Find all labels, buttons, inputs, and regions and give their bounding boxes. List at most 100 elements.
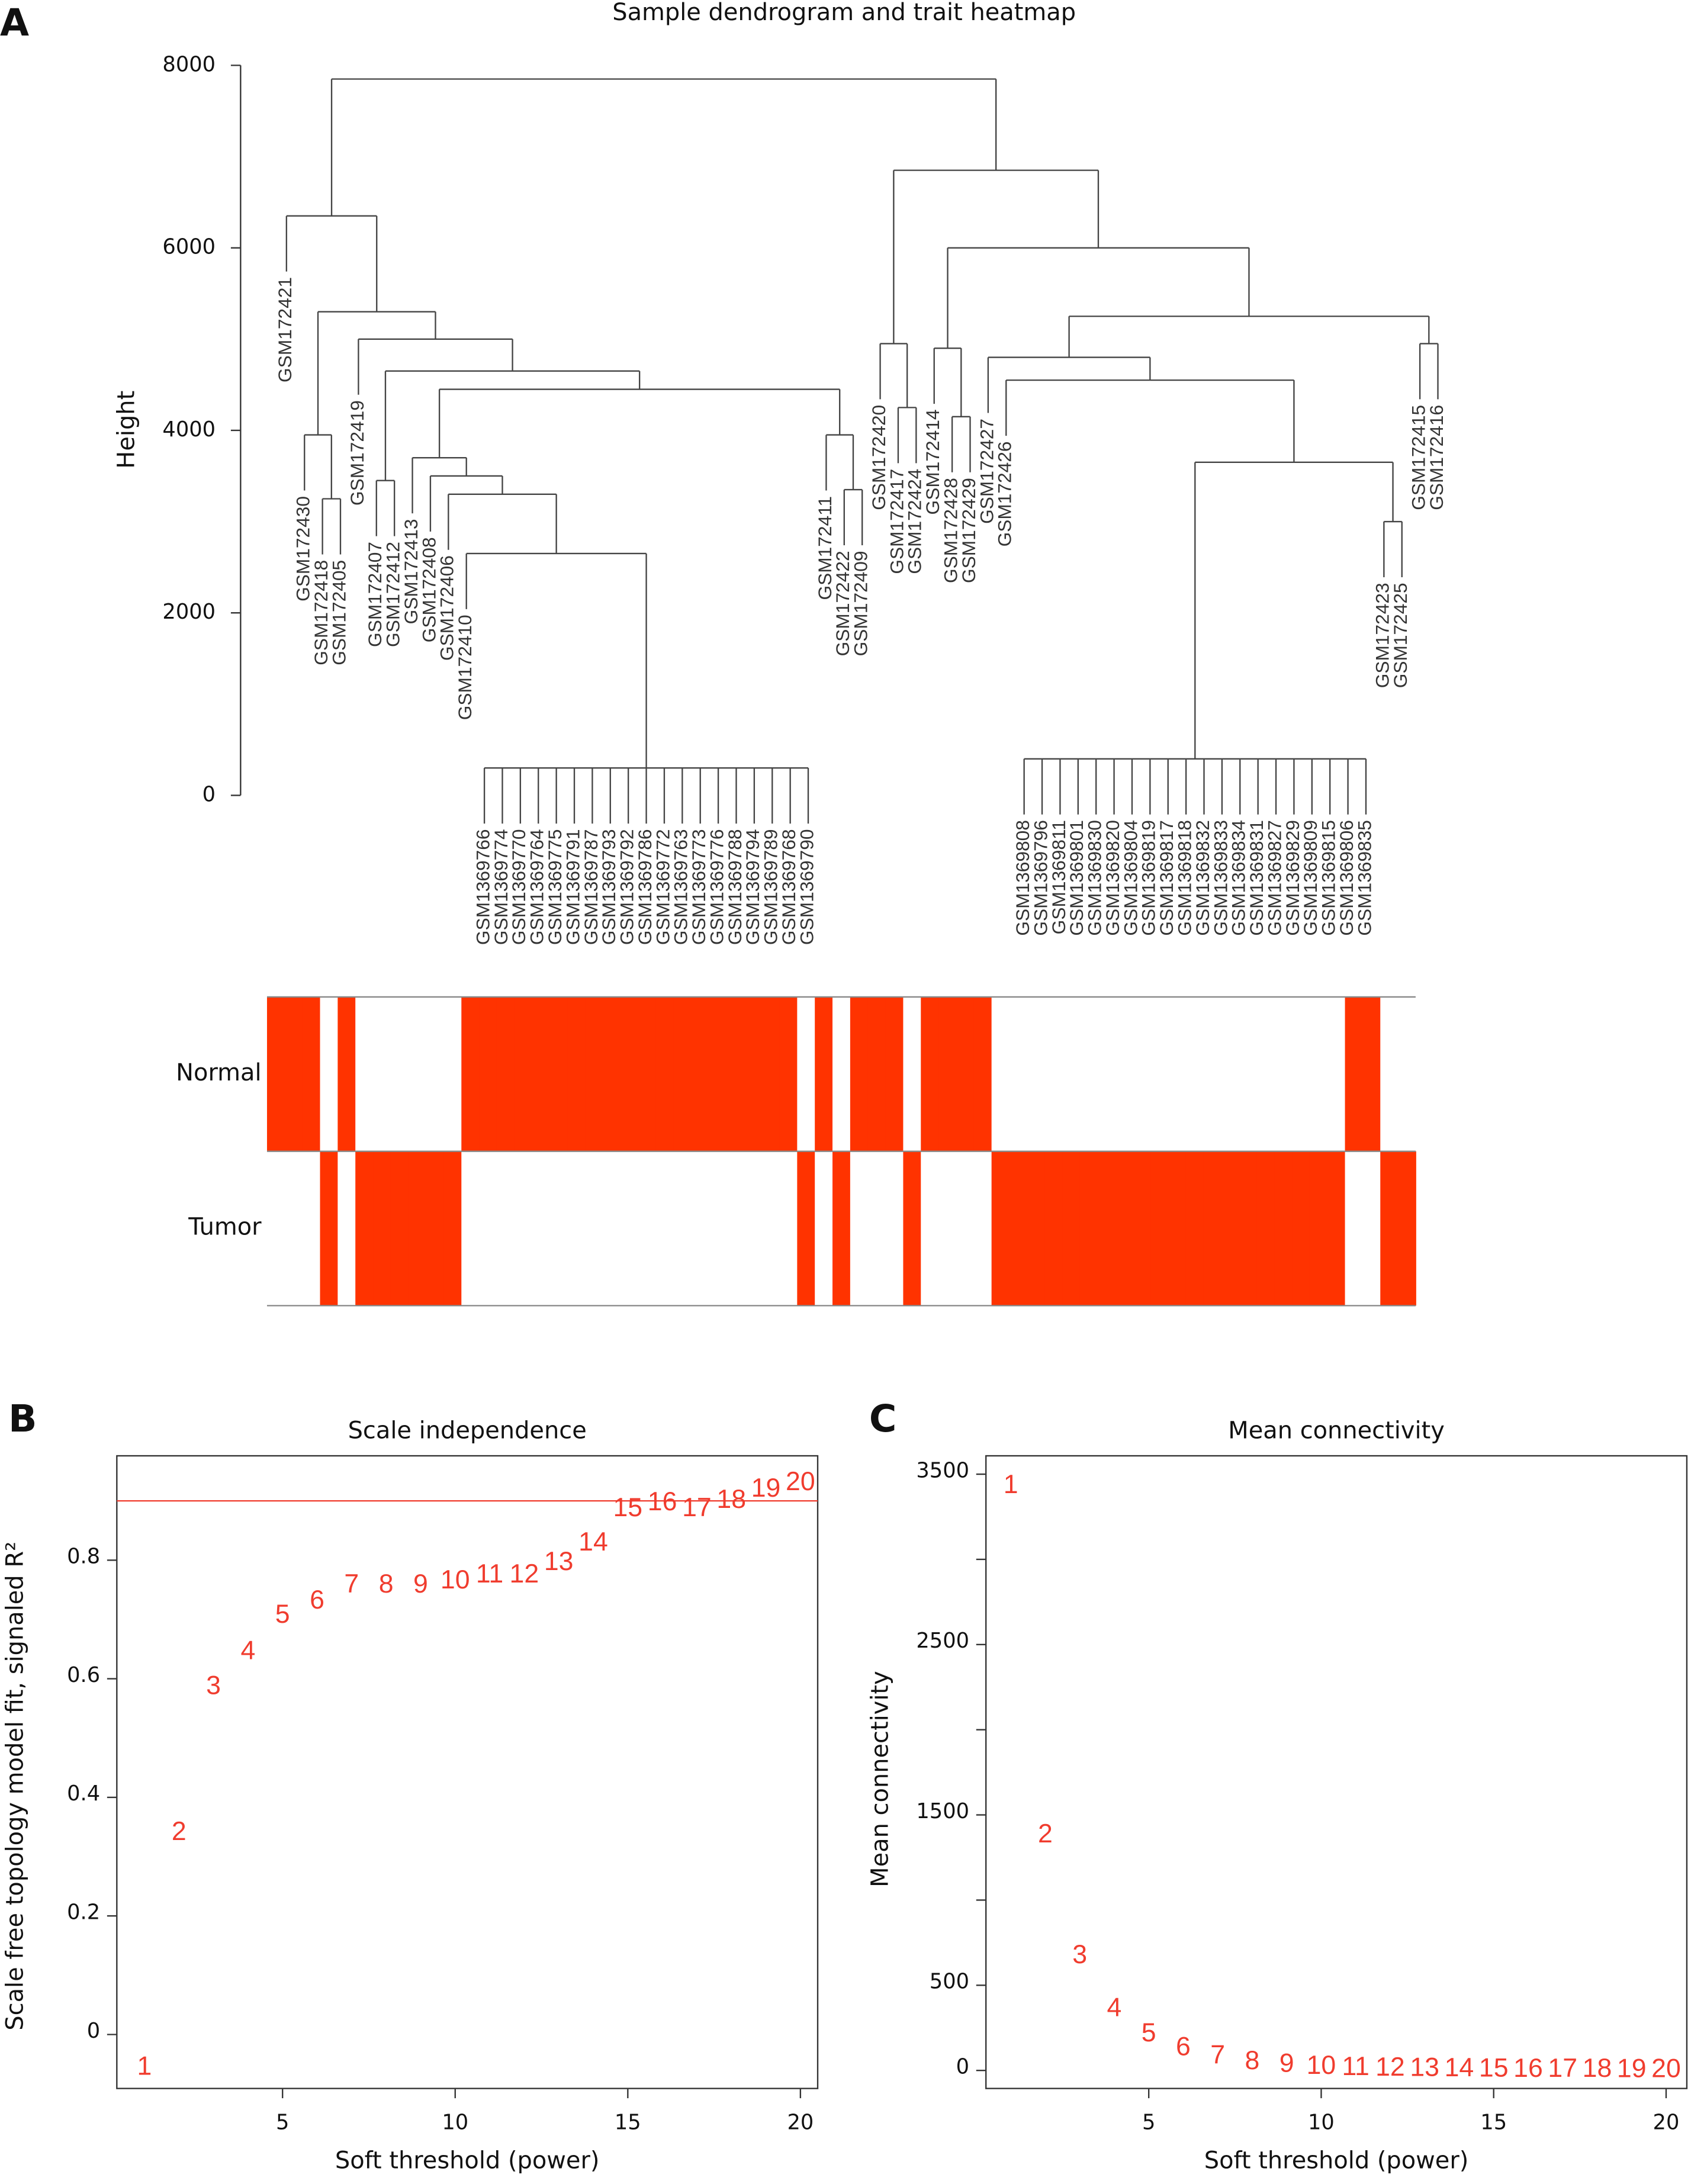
heatmap-cell <box>408 996 427 1151</box>
leaf-label: GSM1369786 <box>634 829 655 945</box>
leaf-label: GSM1369763 <box>670 829 692 945</box>
leaf-label: GSM172428 <box>940 478 961 583</box>
leaf-label: GSM1369796 <box>1030 820 1051 936</box>
point-label: 20 <box>1651 2054 1681 2083</box>
point-label: 14 <box>1445 2053 1474 2082</box>
leaf-label: GSM1369764 <box>526 829 548 945</box>
heatmap-cell <box>443 996 462 1151</box>
leaf-label: GSM172414 <box>922 410 943 515</box>
y-tick-label: 0 <box>202 782 216 806</box>
heatmap-cell <box>921 996 940 1151</box>
leaf-label: GSM172410 <box>454 615 475 720</box>
leaf-label: GSM172406 <box>436 555 458 661</box>
x-tick-label: 20 <box>1653 2110 1680 2134</box>
leaf-label: GSM1369775 <box>544 829 565 945</box>
point-label: 6 <box>310 1585 324 1614</box>
heatmap-cell <box>1044 1151 1063 1306</box>
leaf-label: GSM1369834 <box>1228 820 1249 936</box>
leaf-label: GSM172407 <box>364 542 385 647</box>
panel-letter: C <box>869 1397 897 1440</box>
heatmap-cell <box>1398 1151 1416 1306</box>
heatmap-cell <box>1203 996 1222 1151</box>
x-tick-label: 15 <box>615 2110 641 2134</box>
heatmap-cell <box>1256 1151 1275 1306</box>
heatmap-cell <box>1027 1151 1046 1306</box>
heatmap-cell <box>461 1151 480 1306</box>
leaf-label: GSM172426 <box>994 441 1015 546</box>
point-label: 9 <box>1279 2048 1294 2077</box>
leaf-label: GSM172419 <box>346 400 368 506</box>
heatmap-cell <box>1362 1151 1381 1306</box>
leaf-label: GSM1369793 <box>598 829 619 945</box>
heatmap-cell <box>956 1151 975 1306</box>
point-label: 1 <box>1004 1470 1018 1499</box>
point-label: 17 <box>682 1493 712 1522</box>
heatmap-cell <box>1203 1151 1222 1306</box>
y-tick-label: 0.8 <box>67 1545 100 1569</box>
point-label: 6 <box>1176 2032 1191 2061</box>
heatmap-cell <box>1062 1151 1081 1306</box>
heatmap-cell <box>1168 1151 1187 1306</box>
heatmap-cell <box>1185 1151 1204 1306</box>
leaf-label: GSM172412 <box>382 542 404 647</box>
heatmap-cell <box>320 1151 339 1306</box>
heatmap-cell <box>1274 1151 1293 1306</box>
heatmap-cell <box>938 996 957 1151</box>
heatmap-cell <box>867 1151 886 1306</box>
y-axis-label: Mean connectivity <box>867 1671 894 1887</box>
heatmap-cell <box>1044 996 1063 1151</box>
heatmap-cell <box>726 1151 745 1306</box>
chart-title: Sample dendrogram and trait heatmap <box>612 0 1076 26</box>
point-label: 17 <box>1548 2054 1577 2083</box>
y-tick-label: 1500 <box>916 1799 969 1823</box>
point-label: 8 <box>379 1569 394 1598</box>
point-label: 20 <box>786 1467 815 1496</box>
heatmap-cell <box>956 996 975 1151</box>
heatmap-cell <box>1115 996 1134 1151</box>
heatmap-cell <box>1239 1151 1258 1306</box>
heatmap-cell <box>1168 996 1187 1151</box>
heatmap-cell <box>1256 996 1275 1151</box>
x-axis-label: Soft threshold (power) <box>335 2147 600 2175</box>
heatmap-cell <box>567 1151 586 1306</box>
heatmap-cell <box>709 1151 727 1306</box>
y-tick-label: 0.6 <box>67 1663 100 1687</box>
heatmap-cell <box>496 1151 515 1306</box>
heatmap-cell <box>337 1151 356 1306</box>
heatmap-cell <box>1362 996 1381 1151</box>
heatmap-cell <box>638 996 657 1151</box>
heatmap-cell <box>832 996 851 1151</box>
point-label: 13 <box>1410 2053 1439 2082</box>
leaf-label: GSM172421 <box>274 277 295 382</box>
leaf-label: GSM1369811 <box>1048 820 1069 934</box>
x-tick-label: 10 <box>442 2110 468 2134</box>
leaf-label: GSM172430 <box>292 496 314 602</box>
heatmap-cell <box>655 1151 674 1306</box>
heatmap-cell <box>373 996 391 1151</box>
heatmap-cell <box>514 996 533 1151</box>
heatmap-cell <box>1221 1151 1240 1306</box>
point-label: 5 <box>275 1600 290 1629</box>
leaf-label: GSM1369766 <box>472 829 493 945</box>
heatmap-cell <box>355 1151 374 1306</box>
heatmap-cell <box>266 996 285 1151</box>
heatmap-cell <box>744 1151 763 1306</box>
y-tick-label: 500 <box>930 1970 969 1994</box>
heatmap-cell <box>1292 1151 1310 1306</box>
heatmap-cell <box>284 1151 303 1306</box>
leaf-label: GSM1369831 <box>1246 820 1267 936</box>
leaf-label: GSM1369770 <box>508 829 529 945</box>
y-tick-label: 2000 <box>162 600 216 624</box>
leaf-label: GSM172420 <box>868 405 889 510</box>
plot-frame <box>116 1455 819 2089</box>
heatmap-cell <box>284 996 303 1151</box>
point-label: 7 <box>344 1569 359 1598</box>
heatmap-cell <box>691 1151 710 1306</box>
x-tick-label: 15 <box>1480 2110 1507 2134</box>
leaf-label: GSM1369806 <box>1336 820 1357 936</box>
x-tick-label: 10 <box>1308 2110 1335 2134</box>
heatmap-cell <box>638 1151 657 1306</box>
heatmap-cell <box>1097 996 1116 1151</box>
heatmap-cell <box>1345 996 1364 1151</box>
